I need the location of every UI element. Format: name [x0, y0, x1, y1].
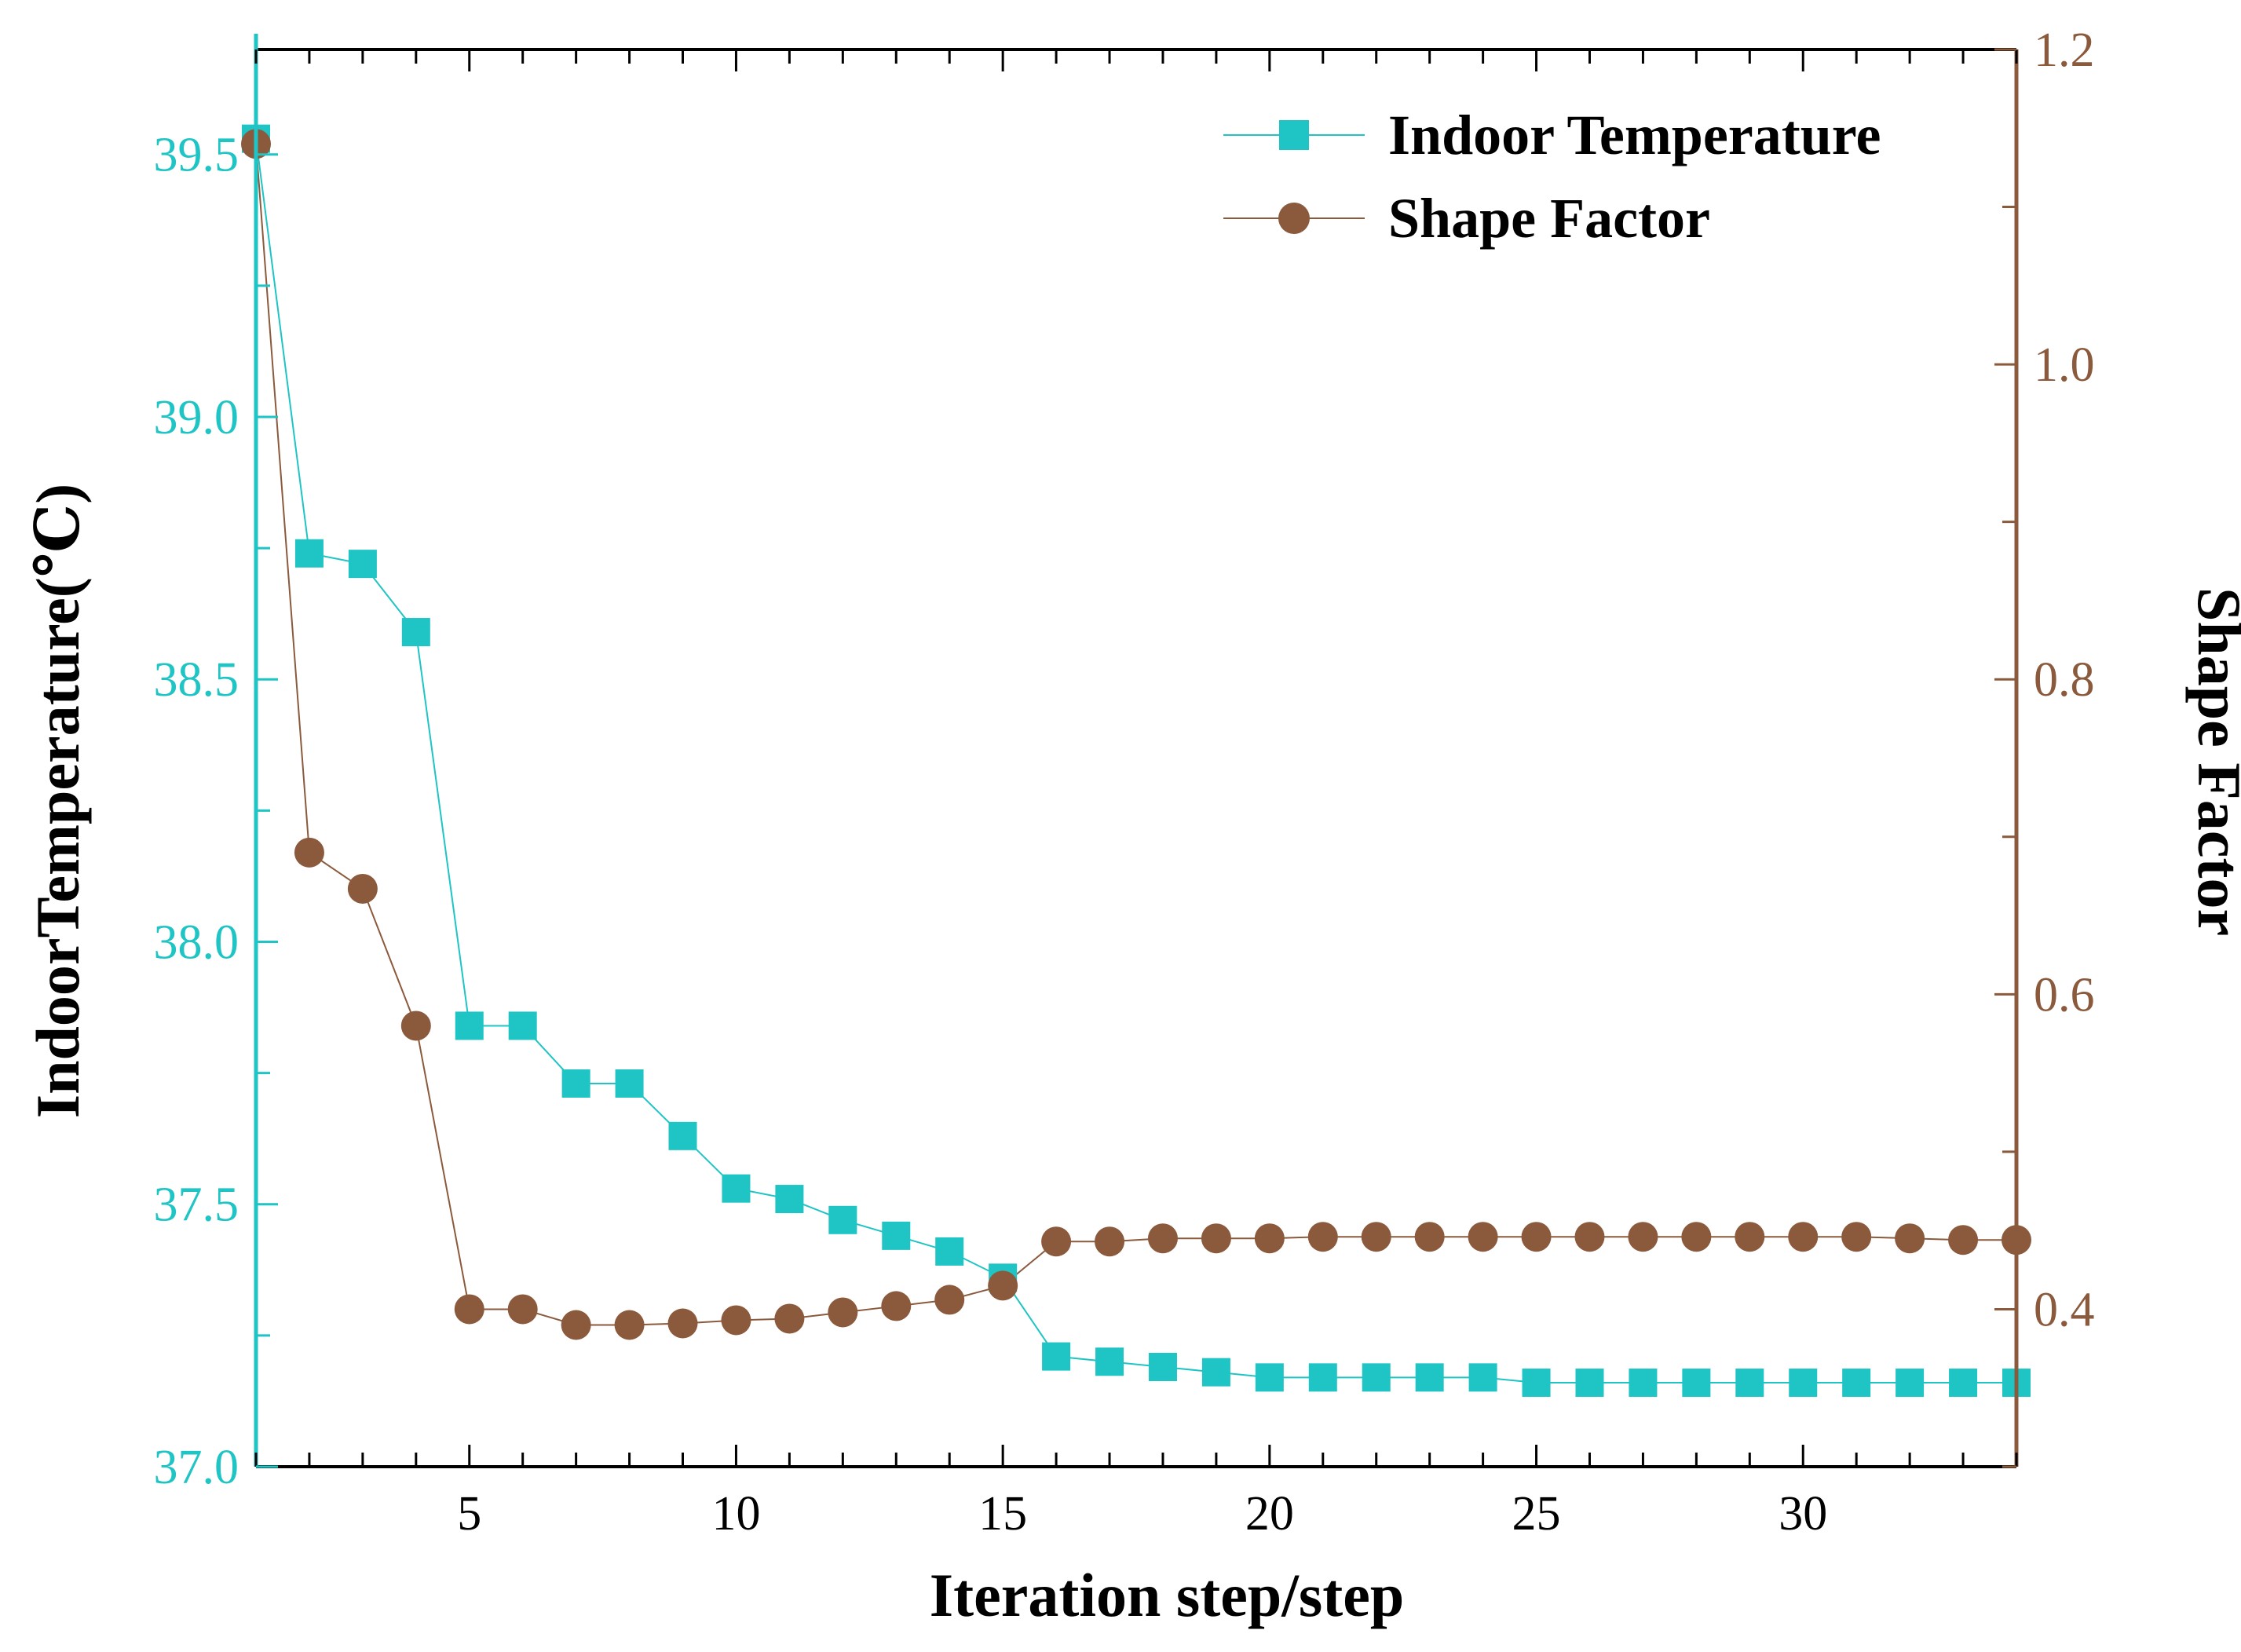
legend-label-shape-factor: Shape Factor — [1388, 187, 1710, 250]
point-indoor-temperature — [1629, 1369, 1658, 1398]
point-shape-factor — [774, 1303, 805, 1334]
point-shape-factor — [294, 837, 324, 868]
point-indoor-temperature — [1735, 1369, 1764, 1398]
point-shape-factor — [1521, 1222, 1552, 1252]
point-shape-factor — [828, 1297, 858, 1328]
point-indoor-temperature — [1842, 1369, 1871, 1398]
point-indoor-temperature — [1468, 1363, 1497, 1392]
point-shape-factor — [1574, 1222, 1605, 1252]
x-tick-label: 15 — [978, 1487, 1027, 1541]
point-shape-factor — [1895, 1223, 1925, 1254]
x-tick-label: 30 — [1779, 1487, 1827, 1541]
x-tick-label: 5 — [457, 1487, 481, 1541]
y-left-tick-label: 39.5 — [154, 129, 239, 182]
point-shape-factor — [1948, 1225, 1979, 1255]
point-shape-factor — [1788, 1222, 1819, 1252]
point-shape-factor — [1361, 1222, 1391, 1252]
point-shape-factor — [988, 1270, 1018, 1301]
axes-layer — [254, 34, 2019, 1468]
point-indoor-temperature — [1575, 1369, 1604, 1398]
point-indoor-temperature — [615, 1069, 644, 1098]
point-indoor-temperature — [401, 618, 430, 647]
legend-marker-square — [1279, 120, 1309, 150]
point-shape-factor — [1681, 1222, 1712, 1252]
series-line-indoor-temperature — [255, 138, 2016, 1384]
point-indoor-temperature — [1308, 1363, 1337, 1392]
series-lines-layer — [255, 138, 2016, 1384]
point-shape-factor — [1147, 1223, 1178, 1254]
y-left-tick-label: 39.0 — [154, 391, 239, 444]
point-indoor-temperature — [1896, 1369, 1925, 1398]
x-tick-label: 25 — [1512, 1487, 1561, 1541]
point-shape-factor — [347, 873, 378, 904]
y-left-tick-label: 38.5 — [154, 653, 239, 707]
point-shape-factor — [667, 1308, 698, 1339]
point-indoor-temperature — [561, 1069, 590, 1098]
legend-item-indoor-temperature: Indoor Temperature — [1223, 104, 1881, 166]
point-shape-factor — [507, 1294, 538, 1325]
point-indoor-temperature — [1362, 1363, 1391, 1392]
x-axis-title: Iteration step/step — [930, 1561, 1404, 1629]
point-shape-factor — [614, 1310, 645, 1340]
y-right-tick-label: 0.4 — [2034, 1283, 2095, 1336]
point-indoor-temperature — [508, 1011, 537, 1040]
legend: Indoor Temperature Shape Factor — [1223, 104, 1881, 250]
y-right-tick-label: 1.0 — [2034, 338, 2095, 392]
point-shape-factor — [1414, 1222, 1445, 1252]
point-indoor-temperature — [1042, 1342, 1071, 1371]
point-shape-factor — [1201, 1223, 1231, 1254]
point-indoor-temperature — [1255, 1363, 1284, 1392]
tick-labels-layer: 5 10 15 20 25 30 37.0 37.5 38.0 38.5 39.0 39.5 0.4 0.… — [154, 24, 2095, 1541]
y-right-tick-label: 0.6 — [2034, 968, 2095, 1022]
point-indoor-temperature — [1949, 1369, 1978, 1398]
y-axis-right-title: Shape Factor — [2185, 587, 2241, 936]
y-right-tick-label: 1.2 — [2034, 24, 2095, 77]
point-indoor-temperature — [1201, 1358, 1230, 1387]
point-shape-factor — [934, 1285, 965, 1315]
legend-item-shape-factor: Shape Factor — [1223, 187, 1710, 250]
point-indoor-temperature — [1095, 1347, 1124, 1376]
point-shape-factor — [1254, 1223, 1285, 1254]
point-shape-factor — [1841, 1222, 1872, 1252]
x-tick-label: 10 — [711, 1487, 760, 1541]
series-markers-layer — [241, 124, 2031, 1398]
point-shape-factor — [561, 1310, 591, 1340]
point-indoor-temperature — [935, 1237, 964, 1266]
point-indoor-temperature — [1148, 1352, 1177, 1381]
y-left-tick-label: 37.0 — [154, 1441, 239, 1494]
series-line-shape-factor — [255, 144, 2016, 1326]
y-axis-left-title: IndoorTemperature(℃) — [24, 484, 92, 1118]
point-shape-factor — [721, 1305, 751, 1336]
point-shape-factor — [881, 1291, 912, 1321]
point-indoor-temperature — [348, 550, 377, 579]
point-shape-factor — [1041, 1226, 1072, 1257]
point-shape-factor — [1735, 1222, 1765, 1252]
legend-label-indoor-temperature: Indoor Temperature — [1388, 104, 1881, 166]
point-indoor-temperature — [1682, 1369, 1711, 1398]
legend-marker-circle — [1278, 203, 1310, 234]
point-indoor-temperature — [455, 1011, 484, 1040]
point-indoor-temperature — [722, 1174, 751, 1203]
y-left-tick-label: 37.5 — [154, 1179, 239, 1232]
point-shape-factor — [1468, 1222, 1498, 1252]
y-right-tick-label: 0.8 — [2034, 653, 2095, 707]
point-indoor-temperature — [775, 1185, 804, 1214]
x-tick-label: 20 — [1245, 1487, 1294, 1541]
point-indoor-temperature — [828, 1205, 857, 1234]
point-indoor-temperature — [294, 539, 324, 568]
point-indoor-temperature — [1789, 1369, 1818, 1398]
point-shape-factor — [1628, 1222, 1658, 1252]
point-indoor-temperature — [1415, 1363, 1444, 1392]
point-shape-factor — [1307, 1222, 1338, 1252]
point-shape-factor — [1095, 1226, 1125, 1257]
y-left-tick-label: 38.0 — [154, 916, 239, 969]
point-shape-factor — [454, 1294, 484, 1325]
point-shape-factor — [400, 1011, 431, 1041]
point-indoor-temperature — [882, 1221, 911, 1250]
point-indoor-temperature — [1522, 1369, 1551, 1398]
point-indoor-temperature — [668, 1121, 697, 1150]
